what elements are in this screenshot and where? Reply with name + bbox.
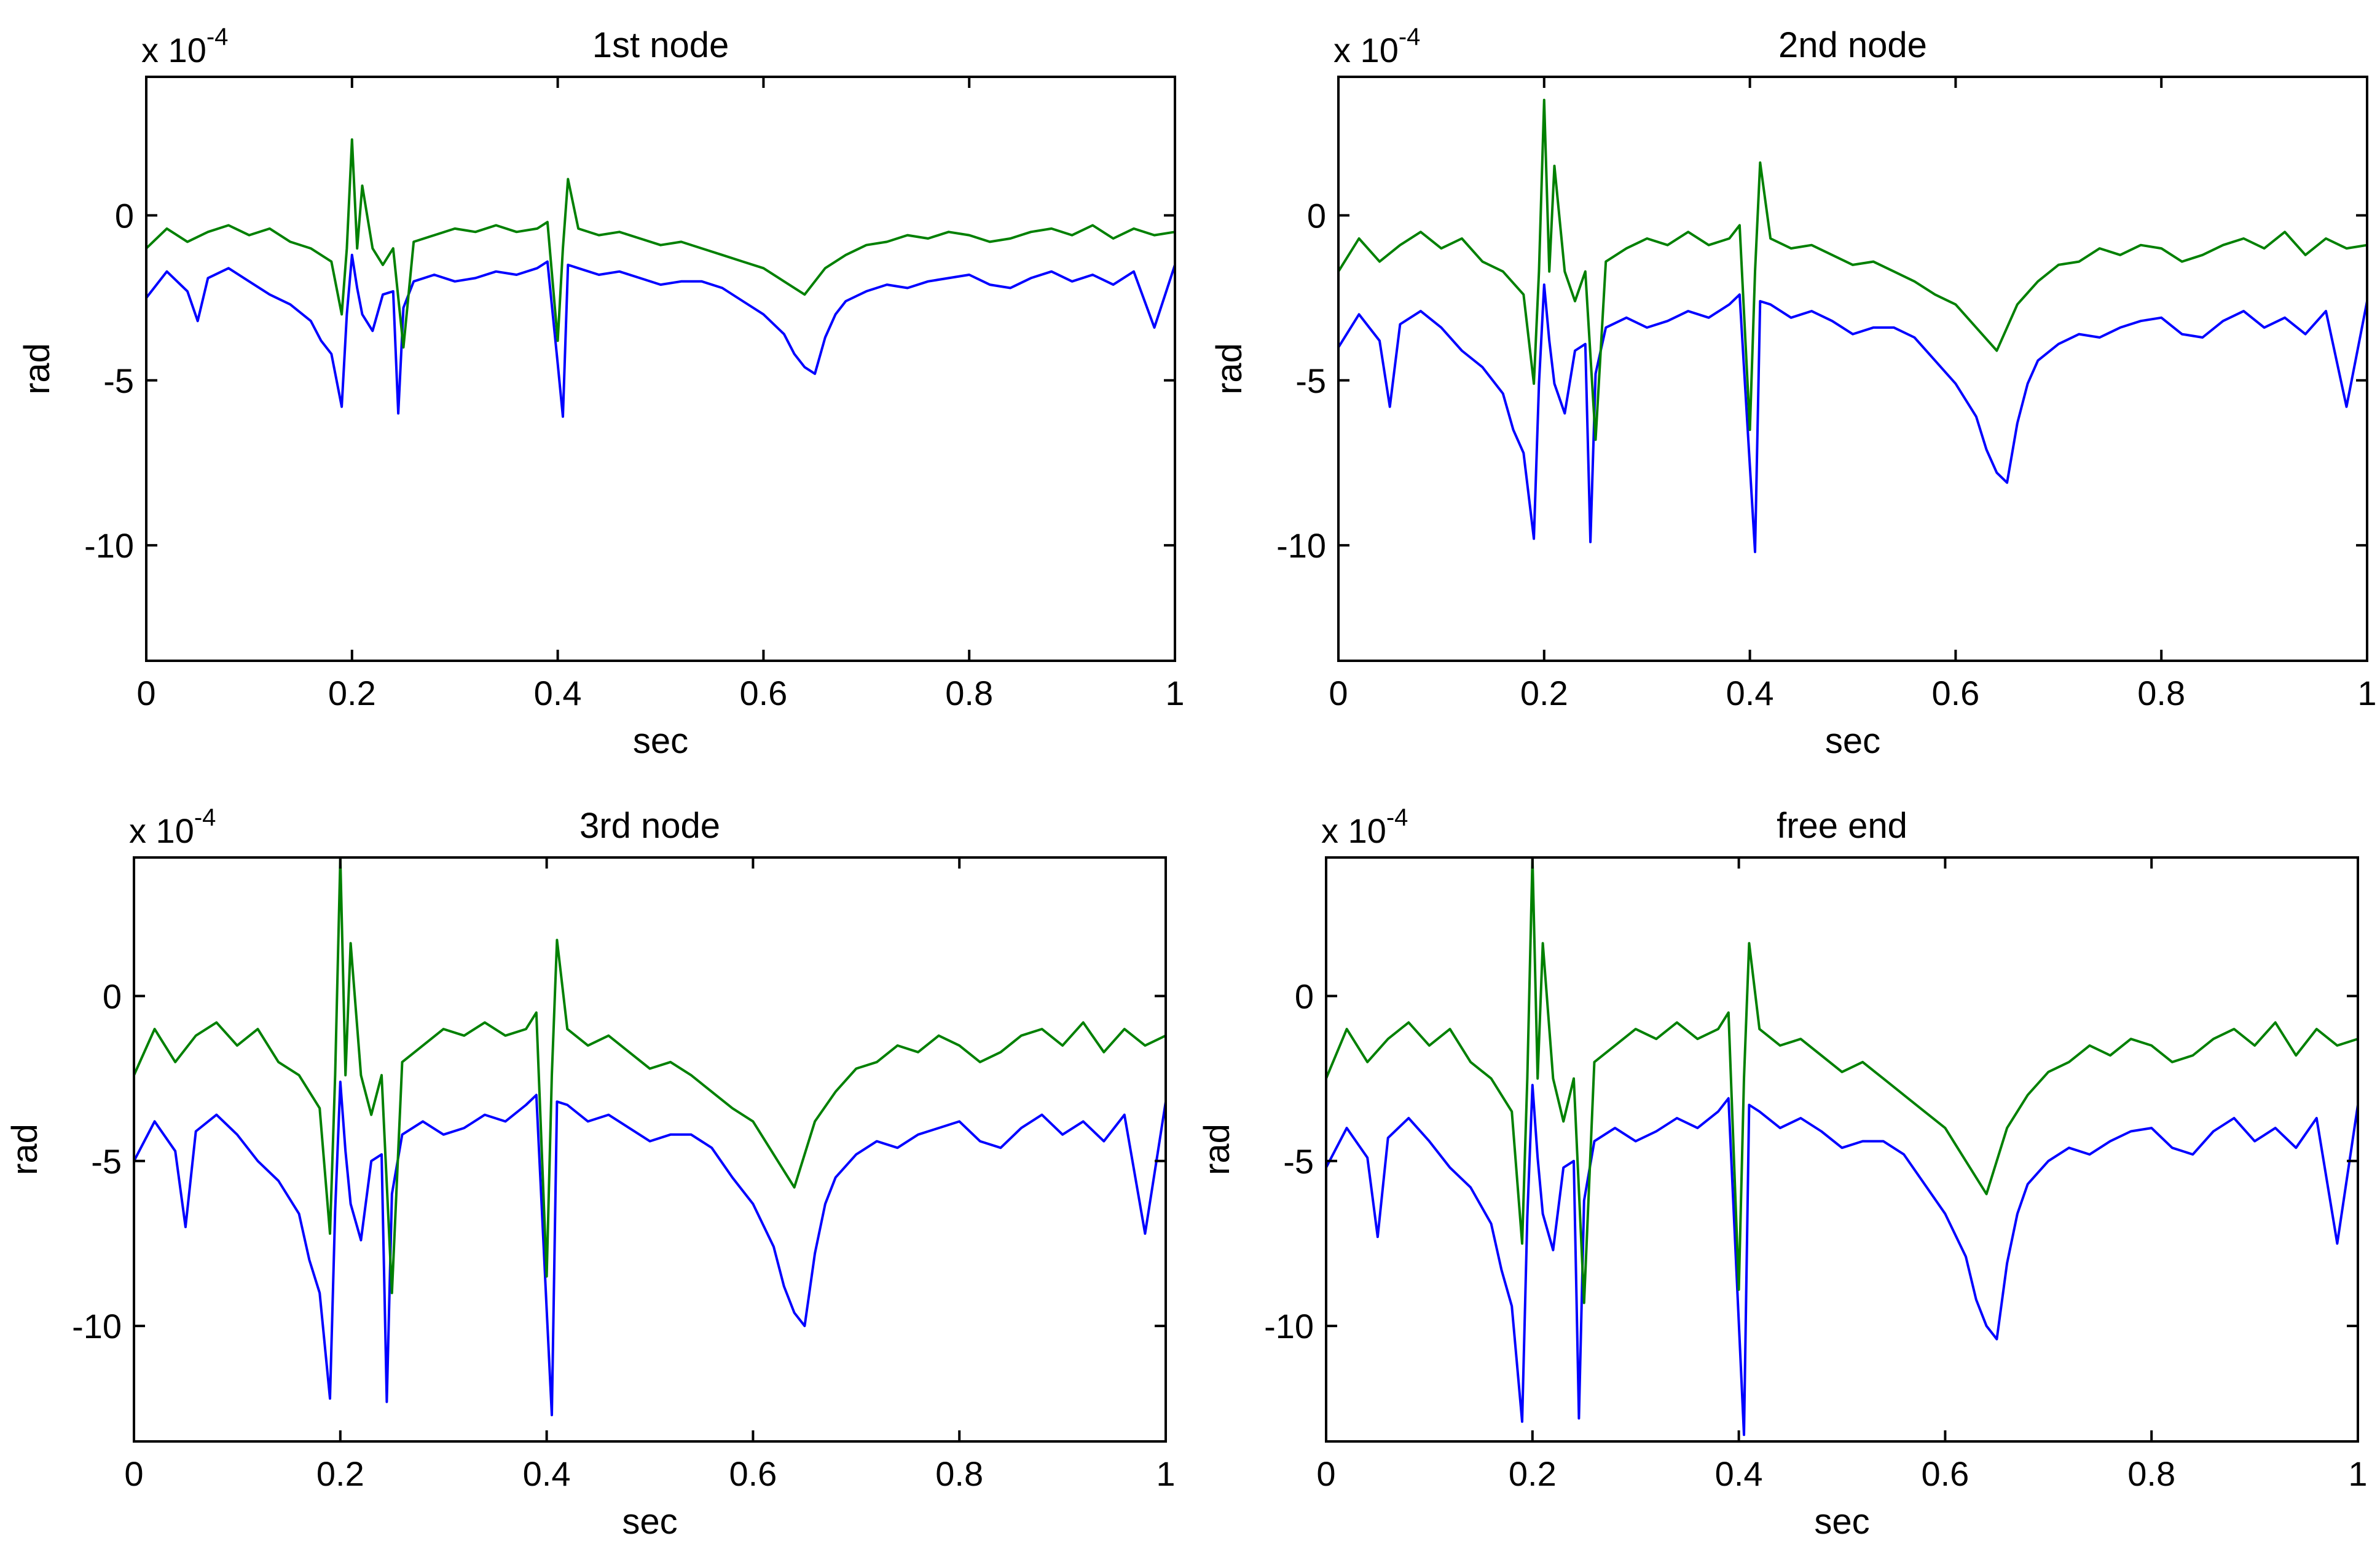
x-tick-label: 0.8 [2127,1454,2175,1493]
y-exponent-power: -4 [1386,804,1408,831]
x-tick-label: 0.4 [1726,674,1774,712]
x-tick-label: 0.6 [1931,674,1979,712]
x-tick-label: 0.8 [2137,674,2185,712]
y-exponent-base: x 10 [1321,811,1386,850]
x-axis-label: sec [622,1502,677,1542]
y-exponent-base: x 10 [129,811,194,850]
axes-box [133,856,1167,1443]
x-tick-label: 1 [2348,1454,2367,1493]
x-axis-label: sec [1825,721,1880,761]
series-group [134,857,1166,1417]
y-exponent-power: -4 [194,804,216,831]
y-exponent-base: x 10 [141,31,206,69]
y-tick-label: -5 [103,361,134,400]
y-tick-label: -5 [91,1142,122,1181]
x-tick-label: 0.2 [1509,1454,1557,1493]
x-tick-label: 0 [136,674,155,712]
x-tick-label: 0.2 [1520,674,1568,712]
panel-3: 0 0.2 0.4 0.6 0.8 1 0 -5 -10 3rd node sec rad x 10-4 [5,804,1176,1542]
series-line-green [146,138,1175,349]
axes-box [1337,76,2368,662]
x-tick-label: 0.4 [534,674,582,712]
y-tick-label: 0 [115,196,134,235]
axes-box [1325,856,2359,1443]
y-tick-label: -10 [1264,1307,1314,1346]
chart-title: 3rd node [579,806,720,846]
x-tick-label: 0.4 [523,1454,571,1493]
y-tick-label: 0 [103,977,122,1015]
x-tick-label: 0 [1316,1454,1335,1493]
y-axis-label: rad [1209,343,1249,395]
x-tick-label: 0 [1329,674,1348,712]
x-tick-label: 0.2 [328,674,376,712]
panel-2: 0 0.2 0.4 0.6 0.8 1 0 -5 -10 2nd node sec rad x 10-4 [1209,23,2377,761]
y-exponent-label: x 10-4 [1333,23,1420,69]
y-tick-label: -10 [1276,526,1326,565]
x-axis-label: sec [633,721,688,761]
x-tick-label: 0.6 [729,1454,777,1493]
plot-area [146,77,1175,661]
plot-area [134,857,1166,1441]
y-exponent-label: x 10-4 [141,23,228,69]
y-axis-label: rad [1197,1124,1237,1175]
series-line-green [1338,98,2367,441]
panel-4: 0 0.2 0.4 0.6 0.8 1 0 -5 -10 free end sec rad x 10-4 [1197,804,2368,1542]
y-exponent-base: x 10 [1333,31,1399,69]
panel-1: 0 0.2 0.4 0.6 0.8 1 0 -5 -10 1st node sec rad x 10-4 [17,23,1185,761]
chart-title: free end [1777,806,1907,846]
chart-title: 1st node [592,25,729,65]
plot-area [1338,77,2367,661]
x-tick-label: 0.8 [935,1454,983,1493]
y-axis-label: rad [17,343,57,395]
x-tick-label: 0.6 [1921,1454,1969,1493]
y-tick-label: -10 [84,526,134,565]
x-tick-label: 1 [1156,1454,1175,1493]
x-tick-label: 0.8 [945,674,993,712]
series-line-green [134,857,1166,1295]
x-tick-label: 1 [1165,674,1184,712]
y-exponent-label: x 10-4 [129,804,216,850]
x-tick-label: 0 [124,1454,143,1493]
y-exponent-power: -4 [1399,23,1421,50]
x-tick-label: 0.2 [316,1454,364,1493]
y-tick-label: -5 [1283,1142,1314,1181]
series-group [1338,98,2367,553]
plot-area [1326,857,2358,1441]
y-exponent-power: -4 [206,23,229,50]
series-line-blue [1326,1084,2358,1437]
y-tick-label: 0 [1295,977,1314,1015]
series-group [1326,857,2358,1437]
axes-box [145,76,1176,662]
series-line-green [1326,857,2358,1304]
series-line-blue [146,253,1175,418]
y-tick-label: -5 [1295,361,1326,400]
x-tick-label: 0.4 [1715,1454,1763,1493]
y-tick-label: -10 [72,1307,122,1346]
series-line-blue [1338,283,2367,553]
chart-title: 2nd node [1778,25,1927,65]
y-exponent-label: x 10-4 [1321,804,1408,850]
x-tick-label: 1 [2357,674,2376,712]
y-axis-label: rad [5,1124,45,1175]
x-axis-label: sec [1814,1502,1869,1542]
series-group [146,138,1175,418]
series-line-blue [134,1081,1166,1417]
y-tick-label: 0 [1307,196,1326,235]
x-tick-label: 0.6 [739,674,787,712]
